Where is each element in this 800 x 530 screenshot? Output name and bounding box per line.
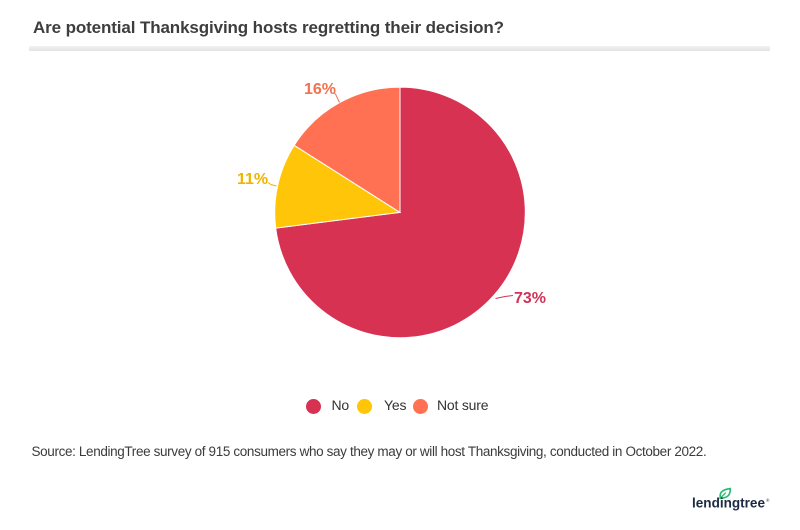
svg-text:11%: 11% [237, 171, 268, 188]
svg-text:lendingtree: lendingtree [692, 495, 765, 511]
svg-text:®: ® [766, 497, 770, 503]
svg-text:16%: 16% [304, 81, 336, 98]
svg-text:73%: 73% [514, 290, 546, 307]
